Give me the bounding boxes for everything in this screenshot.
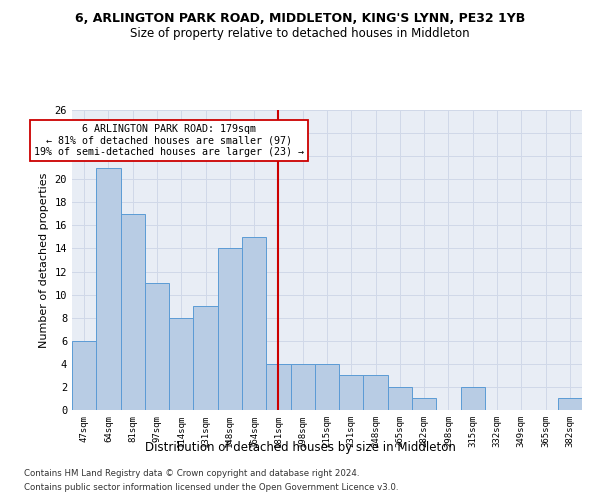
Bar	[242, 237, 266, 410]
Text: 6, ARLINGTON PARK ROAD, MIDDLETON, KING'S LYNN, PE32 1YB: 6, ARLINGTON PARK ROAD, MIDDLETON, KING'…	[75, 12, 525, 26]
Text: Size of property relative to detached houses in Middleton: Size of property relative to detached ho…	[130, 28, 470, 40]
Bar	[315, 364, 339, 410]
Bar	[266, 364, 290, 410]
Bar	[461, 387, 485, 410]
Bar	[339, 376, 364, 410]
Bar	[218, 248, 242, 410]
Text: Contains public sector information licensed under the Open Government Licence v3: Contains public sector information licen…	[24, 484, 398, 492]
Bar	[145, 283, 169, 410]
Bar	[290, 364, 315, 410]
Y-axis label: Number of detached properties: Number of detached properties	[39, 172, 49, 348]
Bar	[412, 398, 436, 410]
Bar	[558, 398, 582, 410]
Bar	[193, 306, 218, 410]
Text: 6 ARLINGTON PARK ROAD: 179sqm
← 81% of detached houses are smaller (97)
19% of s: 6 ARLINGTON PARK ROAD: 179sqm ← 81% of d…	[34, 124, 304, 157]
Bar	[169, 318, 193, 410]
Bar	[72, 341, 96, 410]
Bar	[121, 214, 145, 410]
Text: Contains HM Land Registry data © Crown copyright and database right 2024.: Contains HM Land Registry data © Crown c…	[24, 468, 359, 477]
Bar	[96, 168, 121, 410]
Bar	[364, 376, 388, 410]
Text: Distribution of detached houses by size in Middleton: Distribution of detached houses by size …	[145, 441, 455, 454]
Bar	[388, 387, 412, 410]
